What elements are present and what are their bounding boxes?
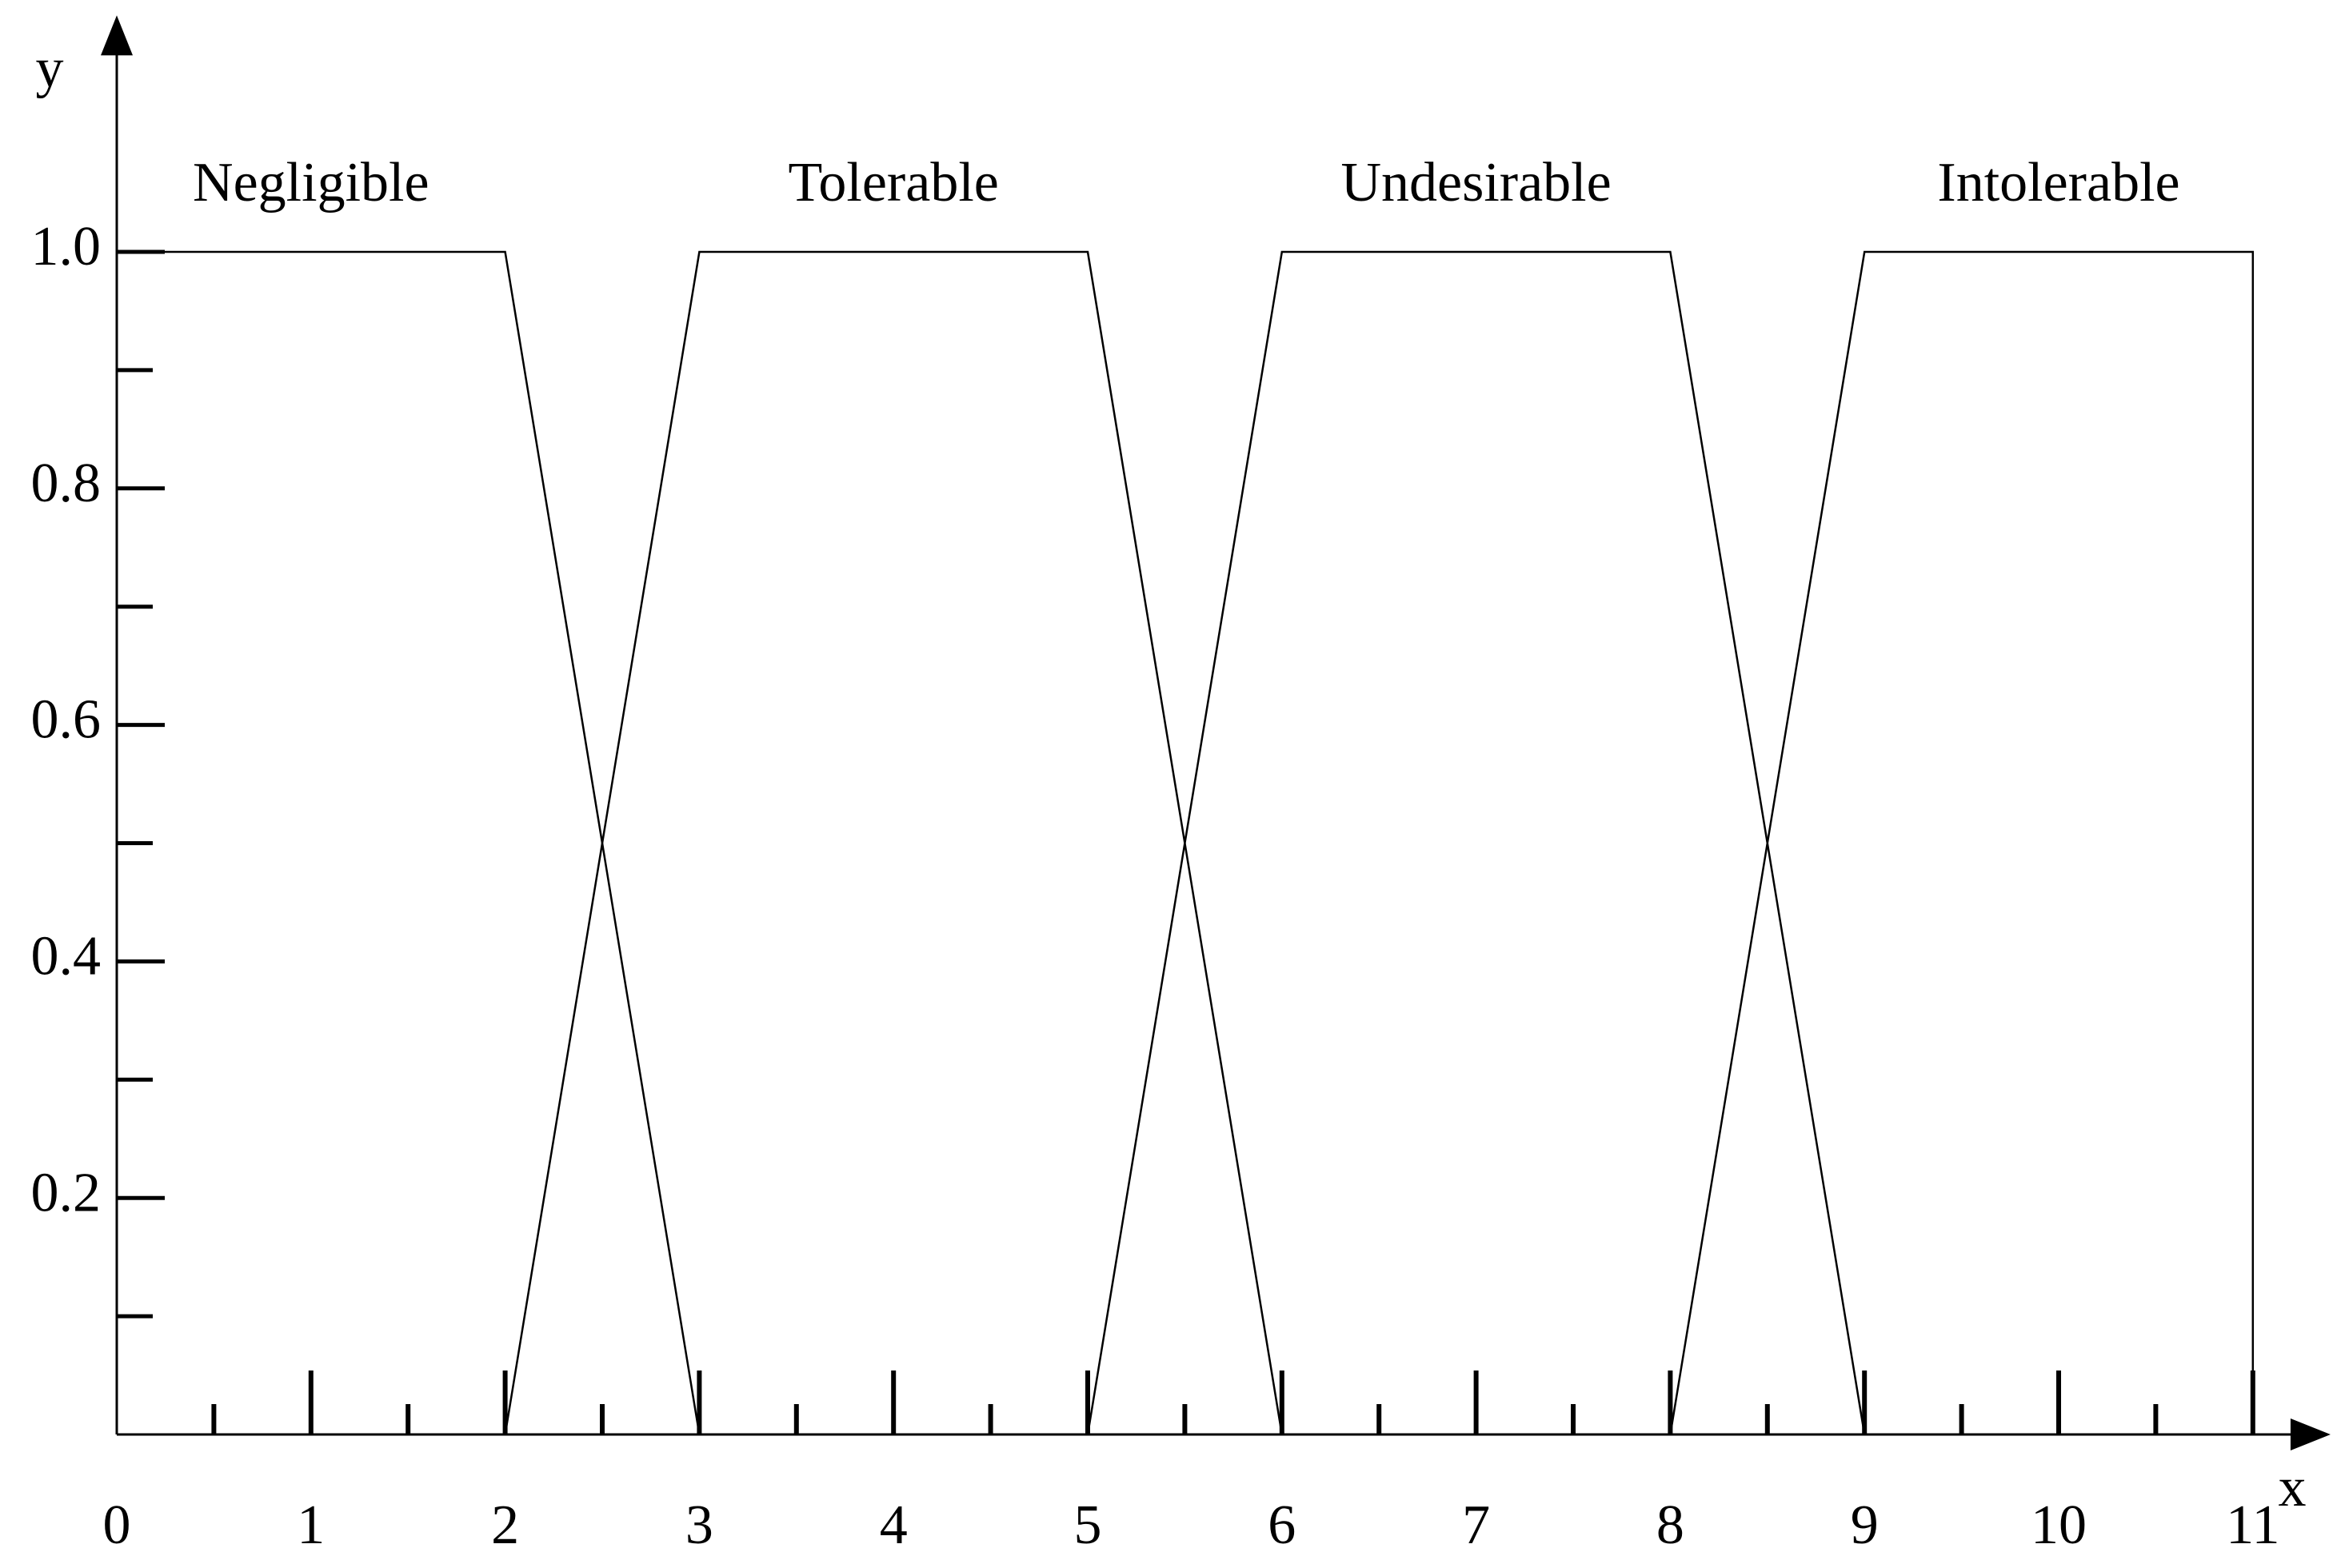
x-tick-label: 0 bbox=[103, 1494, 131, 1556]
y-tick-label: 0.6 bbox=[31, 689, 102, 751]
y-tick-label: 1.0 bbox=[31, 216, 102, 277]
y-tick-label: 0.2 bbox=[31, 1162, 102, 1223]
y-tick-label: 0.8 bbox=[31, 453, 102, 514]
y-axis-arrow bbox=[101, 15, 133, 56]
series-line bbox=[1669, 250, 2255, 1435]
series-line bbox=[504, 250, 1284, 1435]
x-axis-arrow bbox=[2290, 1418, 2331, 1450]
x-tick-label: 8 bbox=[1656, 1494, 1684, 1556]
x-tick-label: 9 bbox=[1851, 1494, 1879, 1556]
x-tick-label: 3 bbox=[685, 1494, 713, 1556]
x-tick-label: 5 bbox=[1074, 1494, 1102, 1556]
x-tick-label: 6 bbox=[1268, 1494, 1296, 1556]
x-tick-label: 7 bbox=[1462, 1494, 1490, 1556]
series-label: Tolerable bbox=[789, 152, 999, 213]
x-tick-label: 1 bbox=[297, 1494, 325, 1556]
x-tick-label: 4 bbox=[880, 1494, 908, 1556]
series-label: Negligible bbox=[193, 152, 429, 213]
series-label: Intolerable bbox=[1937, 152, 2179, 213]
y-axis-label: y bbox=[36, 38, 64, 99]
series-line bbox=[117, 250, 701, 1435]
x-tick-label: 10 bbox=[2031, 1494, 2087, 1556]
series-line bbox=[1086, 250, 1866, 1435]
x-tick-label: 11 bbox=[2226, 1494, 2279, 1556]
x-tick-label: 2 bbox=[491, 1494, 519, 1556]
series-label: Undesirable bbox=[1340, 152, 1611, 213]
y-tick-label: 0.4 bbox=[31, 925, 102, 987]
x-axis-label: x bbox=[2279, 1457, 2307, 1518]
